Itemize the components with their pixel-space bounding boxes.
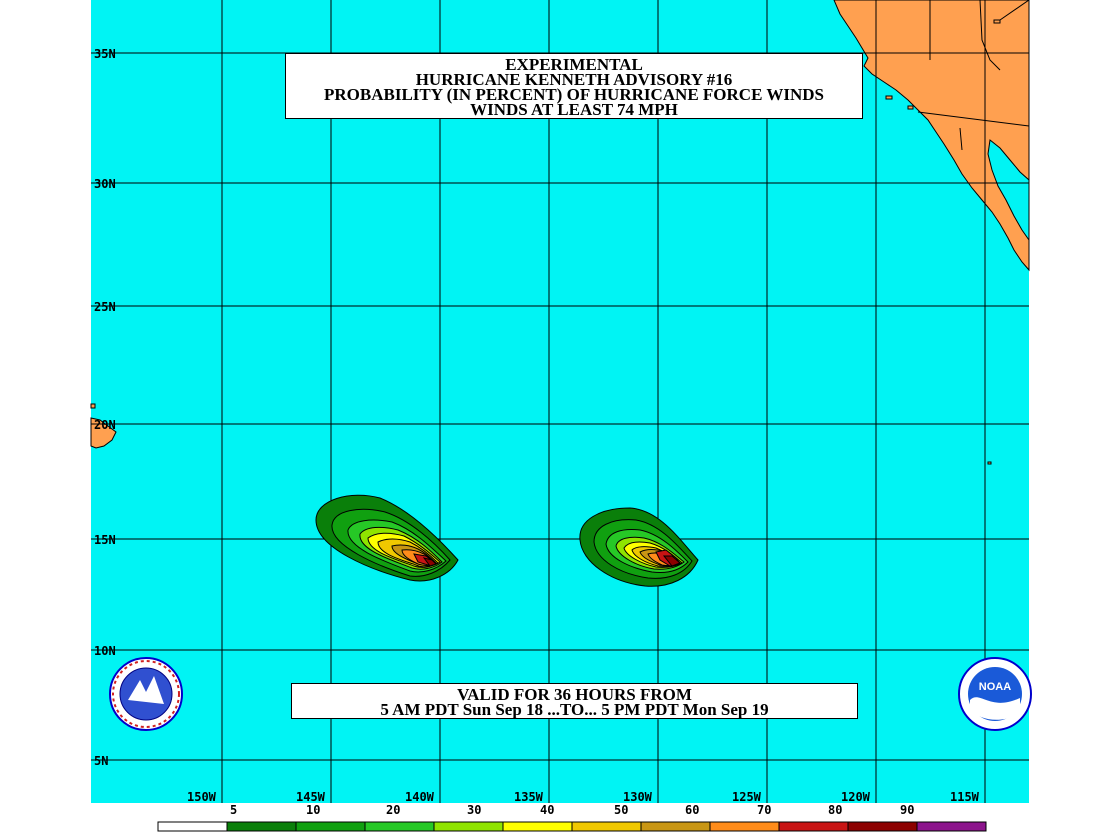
lon-label: 120W xyxy=(841,790,870,804)
legend-swatch xyxy=(295,821,366,832)
islands xyxy=(885,19,1001,465)
lat-label: 10N xyxy=(94,644,116,658)
lat-label: 20N xyxy=(94,418,116,432)
lon-label: 140W xyxy=(405,790,434,804)
gulf-of-california xyxy=(987,139,1030,242)
lon-label: 150W xyxy=(187,790,216,804)
lat-label: 35N xyxy=(94,47,116,61)
legend-label: 70 xyxy=(757,803,772,817)
title-line-4: WINDS AT LEAST 74 MPH xyxy=(470,100,678,119)
legend-color-bar xyxy=(157,821,987,832)
legend-label: 90 xyxy=(900,803,915,817)
legend-swatch xyxy=(709,821,780,832)
legend-swatch xyxy=(502,821,573,832)
probability-contour-west xyxy=(315,494,459,582)
lat-label: 15N xyxy=(94,533,116,547)
legend-label: 30 xyxy=(467,803,482,817)
title-line-1: EXPERIMENTAL xyxy=(505,55,643,74)
legend-swatch xyxy=(226,821,297,832)
title-line-3: PROBABILITY (IN PERCENT) OF HURRICANE FO… xyxy=(324,85,824,104)
noaa-logo: NOAA xyxy=(958,657,1032,731)
legend-label: 10 xyxy=(306,803,321,817)
legend-label: 40 xyxy=(540,803,555,817)
lat-lon-grid xyxy=(91,0,1029,803)
lon-label: 130W xyxy=(623,790,652,804)
legend-swatch xyxy=(778,821,849,832)
lat-label: 5N xyxy=(94,754,109,768)
legend-swatch xyxy=(433,821,504,832)
valid-line-1: VALID FOR 36 HOURS FROM xyxy=(457,685,692,704)
lon-label: 125W xyxy=(732,790,761,804)
legend-label: 20 xyxy=(386,803,401,817)
legend-swatch xyxy=(571,821,642,832)
lon-label: 145W xyxy=(296,790,325,804)
hawaii-island xyxy=(90,417,117,449)
lon-label: 135W xyxy=(514,790,543,804)
legend-label: 50 xyxy=(614,803,629,817)
legend-swatch xyxy=(157,821,228,832)
valid-time-box: VALID FOR 36 HOURS FROM 5 AM PDT Sun Sep… xyxy=(291,683,858,719)
probability-contour-east xyxy=(579,507,699,587)
legend-label: 80 xyxy=(828,803,843,817)
legend-label: 5 xyxy=(230,803,238,817)
lat-label: 30N xyxy=(94,177,116,191)
lat-label: 25N xyxy=(94,300,116,314)
legend-swatch xyxy=(364,821,435,832)
legend-swatch xyxy=(916,821,987,832)
legend-label: 60 xyxy=(685,803,700,817)
ocean-area xyxy=(91,0,1029,803)
legend-swatch xyxy=(640,821,711,832)
nws-logo xyxy=(109,657,183,731)
title-box: EXPERIMENTAL HURRICANE KENNETH ADVISORY … xyxy=(285,53,863,119)
borders xyxy=(917,0,1030,151)
legend-swatch xyxy=(847,821,918,832)
hawaii-islet xyxy=(90,403,96,409)
valid-line-2: 5 AM PDT Sun Sep 18 ...TO... 5 PM PDT Mo… xyxy=(380,700,769,719)
north-america-land xyxy=(833,0,1030,272)
noaa-logo-text: NOAA xyxy=(979,681,1011,693)
title-line-2: HURRICANE KENNETH ADVISORY #16 xyxy=(415,70,733,89)
lon-label: 115W xyxy=(950,790,979,804)
